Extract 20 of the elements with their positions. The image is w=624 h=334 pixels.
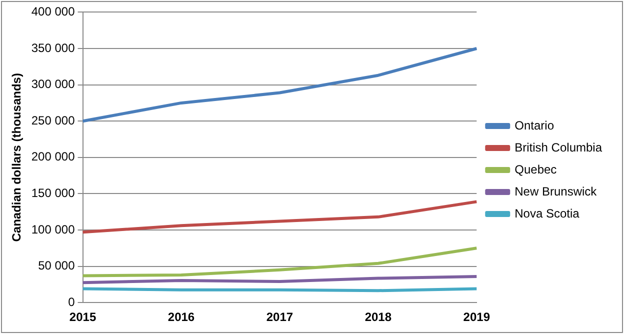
x-tick-label: 2018 — [364, 310, 392, 324]
legend-label: Nova Scotia — [514, 206, 580, 220]
x-tick-label: 2015 — [69, 310, 96, 324]
y-tick-label: 0 — [68, 294, 76, 309]
x-tick-label: 2016 — [168, 310, 195, 324]
y-tick-label: 150 000 — [31, 186, 76, 200]
y-tick-label: 100 000 — [31, 222, 76, 236]
legend-label: New Brunswick — [514, 184, 598, 198]
legend-label: Quebec — [514, 162, 557, 176]
legend-label: British Columbia — [514, 140, 602, 154]
y-tick-label: 300 000 — [31, 77, 76, 92]
x-tick-label: 2017 — [266, 310, 294, 324]
x-tick-label: 2019 — [463, 310, 490, 324]
y-tick-label: 50 000 — [38, 258, 76, 273]
y-tick-label: 350 000 — [31, 40, 76, 55]
legend-label: Ontario — [514, 118, 554, 132]
y-axis-title: Canadian dollars (thousands) — [10, 73, 24, 242]
y-tick-label: 400 000 — [31, 4, 76, 19]
y-tick-label: 200 000 — [31, 150, 76, 164]
y-tick-label: 250 000 — [31, 113, 76, 128]
